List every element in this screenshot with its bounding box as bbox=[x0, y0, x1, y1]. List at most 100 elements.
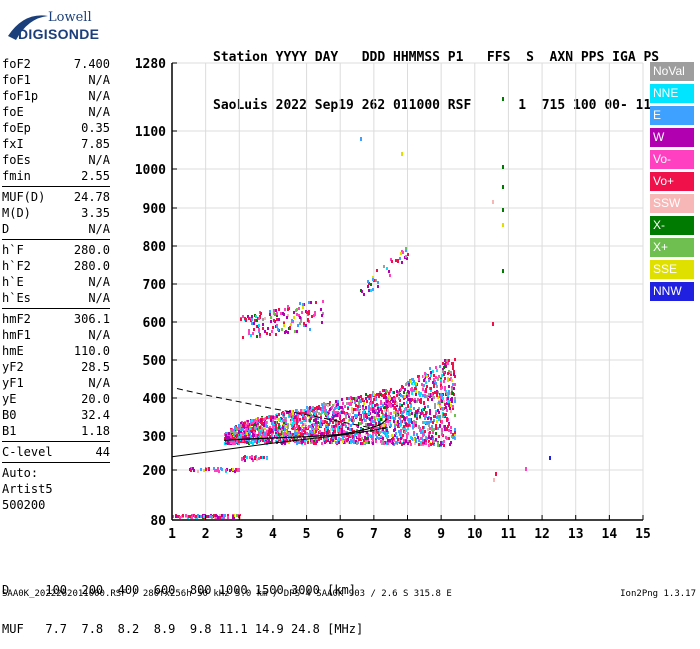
echo-point bbox=[454, 428, 456, 431]
echo-point bbox=[231, 440, 233, 443]
echo-point bbox=[175, 515, 177, 518]
echo-point bbox=[248, 329, 250, 332]
echo-point bbox=[393, 420, 395, 423]
echo-point bbox=[423, 384, 425, 387]
echo-point bbox=[243, 457, 245, 460]
echo-point bbox=[294, 330, 296, 333]
echo-point bbox=[314, 407, 316, 410]
echo-point bbox=[382, 437, 384, 440]
echo-point bbox=[433, 428, 435, 431]
echo-point bbox=[285, 433, 287, 436]
echo-point bbox=[405, 249, 407, 252]
echo-point bbox=[248, 434, 250, 437]
echo-point bbox=[301, 430, 303, 433]
echo-point bbox=[284, 428, 286, 431]
echo-point bbox=[410, 436, 412, 439]
echo-point bbox=[242, 432, 244, 435]
echo-point bbox=[413, 389, 415, 392]
echo-point bbox=[448, 423, 450, 426]
echo-point bbox=[234, 470, 236, 473]
echo-point bbox=[247, 422, 249, 425]
echo-point bbox=[332, 436, 334, 439]
echo-point bbox=[438, 411, 440, 414]
echo-point bbox=[299, 427, 301, 430]
echo-point bbox=[430, 443, 432, 446]
echo-point bbox=[253, 322, 255, 325]
echo-point bbox=[247, 425, 249, 428]
echo-point bbox=[374, 419, 376, 422]
echo-point bbox=[347, 427, 349, 430]
echo-point bbox=[375, 433, 377, 436]
echo-point bbox=[399, 406, 401, 409]
echo-point bbox=[326, 413, 328, 416]
echo-point bbox=[375, 440, 377, 443]
echo-point bbox=[344, 423, 346, 426]
echo-point bbox=[341, 431, 343, 434]
echo-point bbox=[453, 370, 455, 373]
echo-point bbox=[244, 455, 246, 458]
echo-point bbox=[427, 405, 429, 408]
echo-point bbox=[276, 312, 278, 315]
echo-point bbox=[200, 468, 202, 471]
echo-point bbox=[255, 434, 257, 437]
echo-point bbox=[390, 388, 392, 391]
echo-point bbox=[316, 438, 318, 441]
echo-point bbox=[453, 436, 455, 439]
echo-point bbox=[306, 437, 308, 440]
echo-point bbox=[275, 427, 277, 430]
echo-point bbox=[291, 418, 293, 421]
echo-point bbox=[294, 416, 296, 419]
echo-point bbox=[372, 276, 374, 279]
echo-point bbox=[367, 285, 369, 288]
param-row: yF1 N/A bbox=[2, 375, 110, 391]
echo-point bbox=[328, 423, 330, 426]
echo-point bbox=[313, 419, 315, 422]
echo-point bbox=[366, 441, 368, 444]
echo-point bbox=[425, 413, 427, 416]
echo-point bbox=[358, 413, 360, 416]
echo-point bbox=[302, 440, 304, 443]
echo-point bbox=[292, 438, 294, 441]
echo-point bbox=[197, 514, 199, 517]
echo-point bbox=[304, 442, 306, 445]
echo-point bbox=[402, 434, 404, 437]
echo-point bbox=[368, 412, 370, 415]
echo-point bbox=[380, 408, 382, 411]
echo-point bbox=[334, 427, 336, 430]
echo-point bbox=[203, 469, 205, 472]
y-tick-label: 800 bbox=[143, 240, 167, 255]
echo-point bbox=[291, 319, 293, 322]
echo-point bbox=[271, 422, 273, 425]
echo-point bbox=[354, 434, 356, 437]
echo-point bbox=[263, 456, 265, 459]
echo-point bbox=[276, 417, 278, 420]
echo-point bbox=[328, 430, 330, 433]
echo-point bbox=[300, 421, 302, 424]
echo-point bbox=[437, 377, 439, 380]
echo-point bbox=[276, 318, 278, 321]
echo-point bbox=[372, 401, 374, 404]
echo-point bbox=[358, 396, 360, 399]
echo-point bbox=[256, 319, 258, 322]
echo-point bbox=[416, 433, 418, 436]
echo-point bbox=[384, 432, 386, 435]
echo-point bbox=[254, 422, 256, 425]
param-row: fmin 2.55 bbox=[2, 168, 110, 184]
echo-point bbox=[415, 411, 417, 414]
echo-point bbox=[294, 422, 296, 425]
echo-point bbox=[372, 278, 374, 281]
echo-point bbox=[182, 514, 184, 517]
echo-point bbox=[446, 392, 448, 395]
echo-point bbox=[434, 406, 436, 409]
echo-point bbox=[282, 432, 284, 435]
echo-point bbox=[443, 380, 445, 383]
echo-point bbox=[386, 436, 388, 439]
echo-point bbox=[229, 440, 231, 443]
param-label: B1 bbox=[2, 424, 17, 438]
echo-point bbox=[448, 390, 450, 393]
echo-point bbox=[300, 320, 302, 323]
echo-point bbox=[441, 374, 443, 377]
x-tick-label: 11 bbox=[501, 527, 517, 542]
echo-point bbox=[325, 424, 327, 427]
echo-point bbox=[446, 359, 448, 362]
